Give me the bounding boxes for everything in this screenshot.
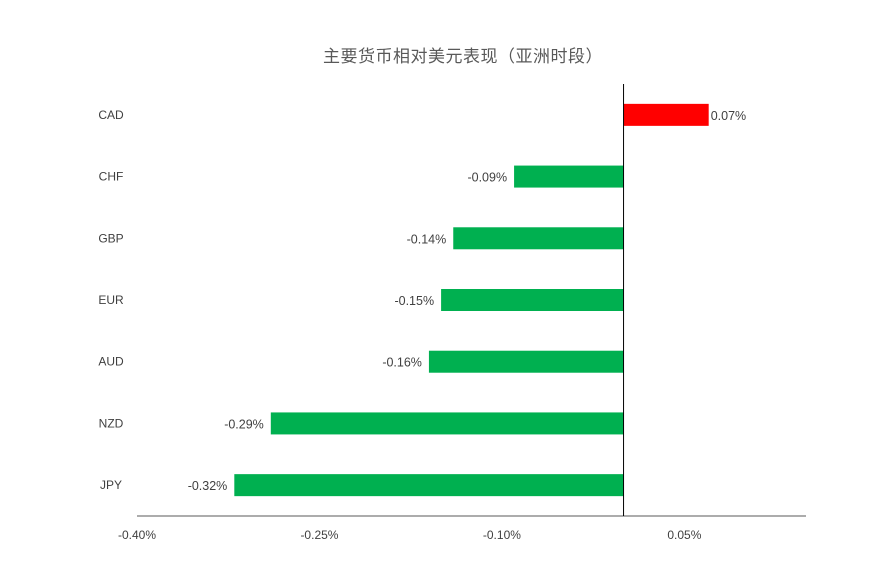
category-label: AUD [98, 355, 124, 369]
category-label: GBP [98, 231, 123, 245]
category-label: JPY [100, 478, 122, 492]
data-label: -0.14% [407, 232, 447, 246]
data-label: -0.32% [188, 479, 228, 493]
data-label: -0.16% [382, 356, 422, 370]
data-label: -0.09% [467, 171, 507, 185]
bar-chf [514, 165, 624, 188]
data-label: -0.15% [394, 294, 434, 308]
category-label: CHF [99, 170, 124, 184]
chart-title: 主要货币相对美元表现（亚洲时段） [323, 47, 603, 67]
data-label: -0.29% [224, 417, 264, 431]
x-tick-label: -0.10% [483, 528, 521, 542]
x-tick-label: 0.05% [667, 528, 701, 542]
category-label: CAD [98, 108, 124, 122]
bar-aud [428, 350, 624, 373]
x-tick-label: -0.25% [300, 528, 338, 542]
category-label: EUR [98, 293, 124, 307]
bar-cad [623, 103, 709, 126]
category-label: NZD [99, 416, 124, 430]
bar-gbp [453, 227, 624, 250]
bar-nzd [270, 412, 624, 435]
x-tick-label: -0.40% [118, 528, 156, 542]
bar-eur [441, 289, 624, 311]
bar-jpy [234, 474, 624, 497]
data-label: 0.07% [711, 109, 746, 123]
